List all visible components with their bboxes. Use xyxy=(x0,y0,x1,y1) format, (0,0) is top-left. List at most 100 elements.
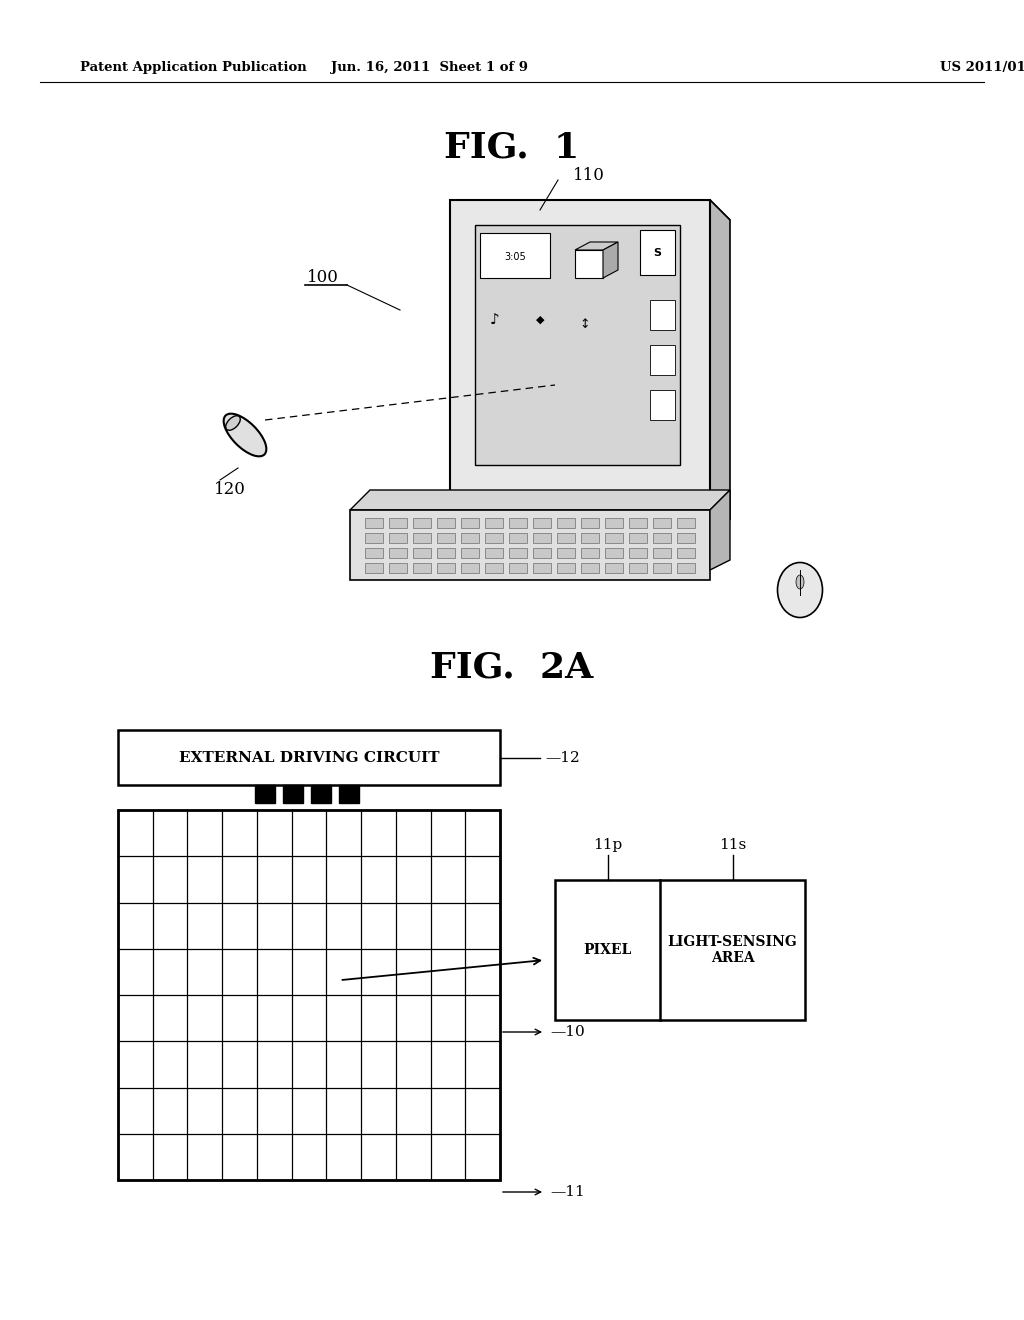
Bar xyxy=(653,564,671,573)
Bar xyxy=(485,564,503,573)
Bar xyxy=(255,785,275,803)
Text: ♪: ♪ xyxy=(490,313,500,327)
Bar xyxy=(461,517,479,528)
Bar xyxy=(118,730,500,785)
Bar xyxy=(461,533,479,543)
Bar xyxy=(581,533,599,543)
Polygon shape xyxy=(603,242,618,279)
Text: —11: —11 xyxy=(550,1185,585,1199)
Bar xyxy=(653,517,671,528)
Bar xyxy=(653,533,671,543)
Polygon shape xyxy=(710,490,730,570)
Text: ↕: ↕ xyxy=(580,318,590,331)
Text: 3:05: 3:05 xyxy=(504,252,526,261)
Bar xyxy=(339,785,359,803)
Bar xyxy=(629,564,647,573)
Bar xyxy=(365,564,383,573)
Bar xyxy=(605,548,623,558)
Text: FIG.  1: FIG. 1 xyxy=(444,131,580,165)
Polygon shape xyxy=(560,515,600,554)
Bar xyxy=(534,533,551,543)
Bar xyxy=(389,533,407,543)
Bar xyxy=(413,564,431,573)
Bar xyxy=(557,548,575,558)
Bar xyxy=(581,548,599,558)
Bar xyxy=(534,517,551,528)
Bar xyxy=(509,564,527,573)
Bar xyxy=(629,517,647,528)
Bar xyxy=(437,517,455,528)
Bar xyxy=(365,517,383,528)
Text: PIXEL: PIXEL xyxy=(584,942,632,957)
Text: US 2011/0141060 A1: US 2011/0141060 A1 xyxy=(940,62,1024,74)
Bar xyxy=(650,345,675,375)
Ellipse shape xyxy=(223,413,266,457)
Bar xyxy=(650,389,675,420)
Bar xyxy=(509,533,527,543)
Bar xyxy=(629,548,647,558)
Text: ◆: ◆ xyxy=(536,315,544,325)
Text: —10: —10 xyxy=(550,1026,585,1039)
Bar xyxy=(413,517,431,528)
Bar xyxy=(389,564,407,573)
Bar xyxy=(118,810,500,1180)
Polygon shape xyxy=(450,201,710,500)
Bar xyxy=(677,548,695,558)
Bar xyxy=(557,517,575,528)
Bar xyxy=(581,564,599,573)
Bar xyxy=(437,533,455,543)
Bar xyxy=(461,548,479,558)
Bar xyxy=(650,300,675,330)
Bar xyxy=(461,564,479,573)
Bar xyxy=(557,564,575,573)
Bar xyxy=(389,517,407,528)
Text: 120: 120 xyxy=(214,482,246,499)
Bar xyxy=(677,533,695,543)
Bar xyxy=(389,548,407,558)
Bar xyxy=(534,564,551,573)
Bar xyxy=(557,533,575,543)
Polygon shape xyxy=(350,490,730,510)
Bar xyxy=(365,548,383,558)
Bar xyxy=(581,517,599,528)
Bar xyxy=(365,533,383,543)
Bar xyxy=(640,230,675,275)
Text: 100: 100 xyxy=(307,269,339,286)
Text: FIG.  2A: FIG. 2A xyxy=(430,651,594,685)
Bar xyxy=(485,548,503,558)
Text: —12: —12 xyxy=(545,751,580,764)
Polygon shape xyxy=(710,201,730,520)
Text: 11s: 11s xyxy=(719,838,746,851)
Bar xyxy=(605,533,623,543)
Bar xyxy=(605,564,623,573)
Text: 110: 110 xyxy=(573,166,605,183)
Bar xyxy=(413,533,431,543)
Ellipse shape xyxy=(777,562,822,618)
Bar xyxy=(534,548,551,558)
Bar xyxy=(510,554,650,573)
Ellipse shape xyxy=(225,416,241,430)
Bar xyxy=(485,533,503,543)
Bar xyxy=(677,517,695,528)
Text: EXTERNAL DRIVING CIRCUIT: EXTERNAL DRIVING CIRCUIT xyxy=(179,751,439,764)
Ellipse shape xyxy=(796,576,804,589)
Bar xyxy=(311,785,331,803)
Polygon shape xyxy=(450,201,730,220)
Bar xyxy=(437,548,455,558)
Bar xyxy=(475,224,680,465)
Bar xyxy=(485,517,503,528)
Bar xyxy=(605,517,623,528)
Bar xyxy=(677,564,695,573)
Bar xyxy=(350,510,710,579)
Bar xyxy=(555,880,805,1020)
Bar xyxy=(480,234,550,279)
Bar xyxy=(575,249,603,279)
Bar xyxy=(450,500,710,515)
Bar xyxy=(653,548,671,558)
Text: Jun. 16, 2011  Sheet 1 of 9: Jun. 16, 2011 Sheet 1 of 9 xyxy=(332,62,528,74)
Bar xyxy=(509,548,527,558)
Bar xyxy=(413,548,431,558)
Bar xyxy=(437,564,455,573)
Text: 11p: 11p xyxy=(593,838,623,851)
Text: Patent Application Publication: Patent Application Publication xyxy=(80,62,307,74)
